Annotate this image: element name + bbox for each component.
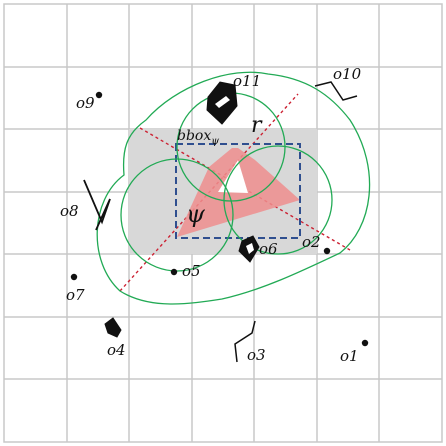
object-o8-polyline	[83, 179, 111, 231]
label-o9: o9	[76, 94, 95, 112]
label-bbox-text: bbox	[177, 128, 211, 144]
object-o11-hole	[215, 96, 230, 108]
label-o2: o2	[302, 233, 321, 251]
label-o6: o6	[259, 240, 278, 258]
object-o1-point	[361, 339, 369, 347]
label-bbox: bboxψ	[177, 128, 219, 147]
label-radius: r	[251, 113, 263, 138]
label-o11: o11	[233, 72, 261, 90]
object-o2-point	[323, 247, 331, 255]
object-o10-polyline	[314, 81, 358, 101]
label-o5: o5	[182, 262, 201, 280]
labels: o1 o2 o3 o4 o5 o6 o7 o8 o9 o10 o11 bboxψ…	[60, 65, 362, 365]
object-o5-point	[170, 268, 178, 276]
object-o4-polygon	[104, 317, 122, 338]
label-o1: o1	[340, 347, 359, 365]
grid-border	[3, 3, 443, 443]
object-o6-hole	[246, 243, 254, 254]
buffer-outer-boundary	[96, 71, 371, 305]
label-o7: o7	[66, 286, 85, 304]
object-o3-polyline	[234, 320, 256, 363]
label-o8: o8	[60, 202, 79, 220]
object-o9-point	[95, 91, 103, 99]
psi-polygon-hole	[218, 160, 248, 193]
label-o3: o3	[247, 346, 266, 364]
label-bbox-subscript: ψ	[211, 136, 219, 147]
buffer-circle	[223, 145, 333, 255]
objects	[70, 81, 369, 363]
label-o4: o4	[107, 341, 126, 359]
object-o7-point	[70, 273, 78, 281]
bbox-psi-rectangle	[175, 143, 301, 239]
label-o10: o10	[333, 65, 362, 83]
label-psi: ψ	[186, 200, 206, 228]
